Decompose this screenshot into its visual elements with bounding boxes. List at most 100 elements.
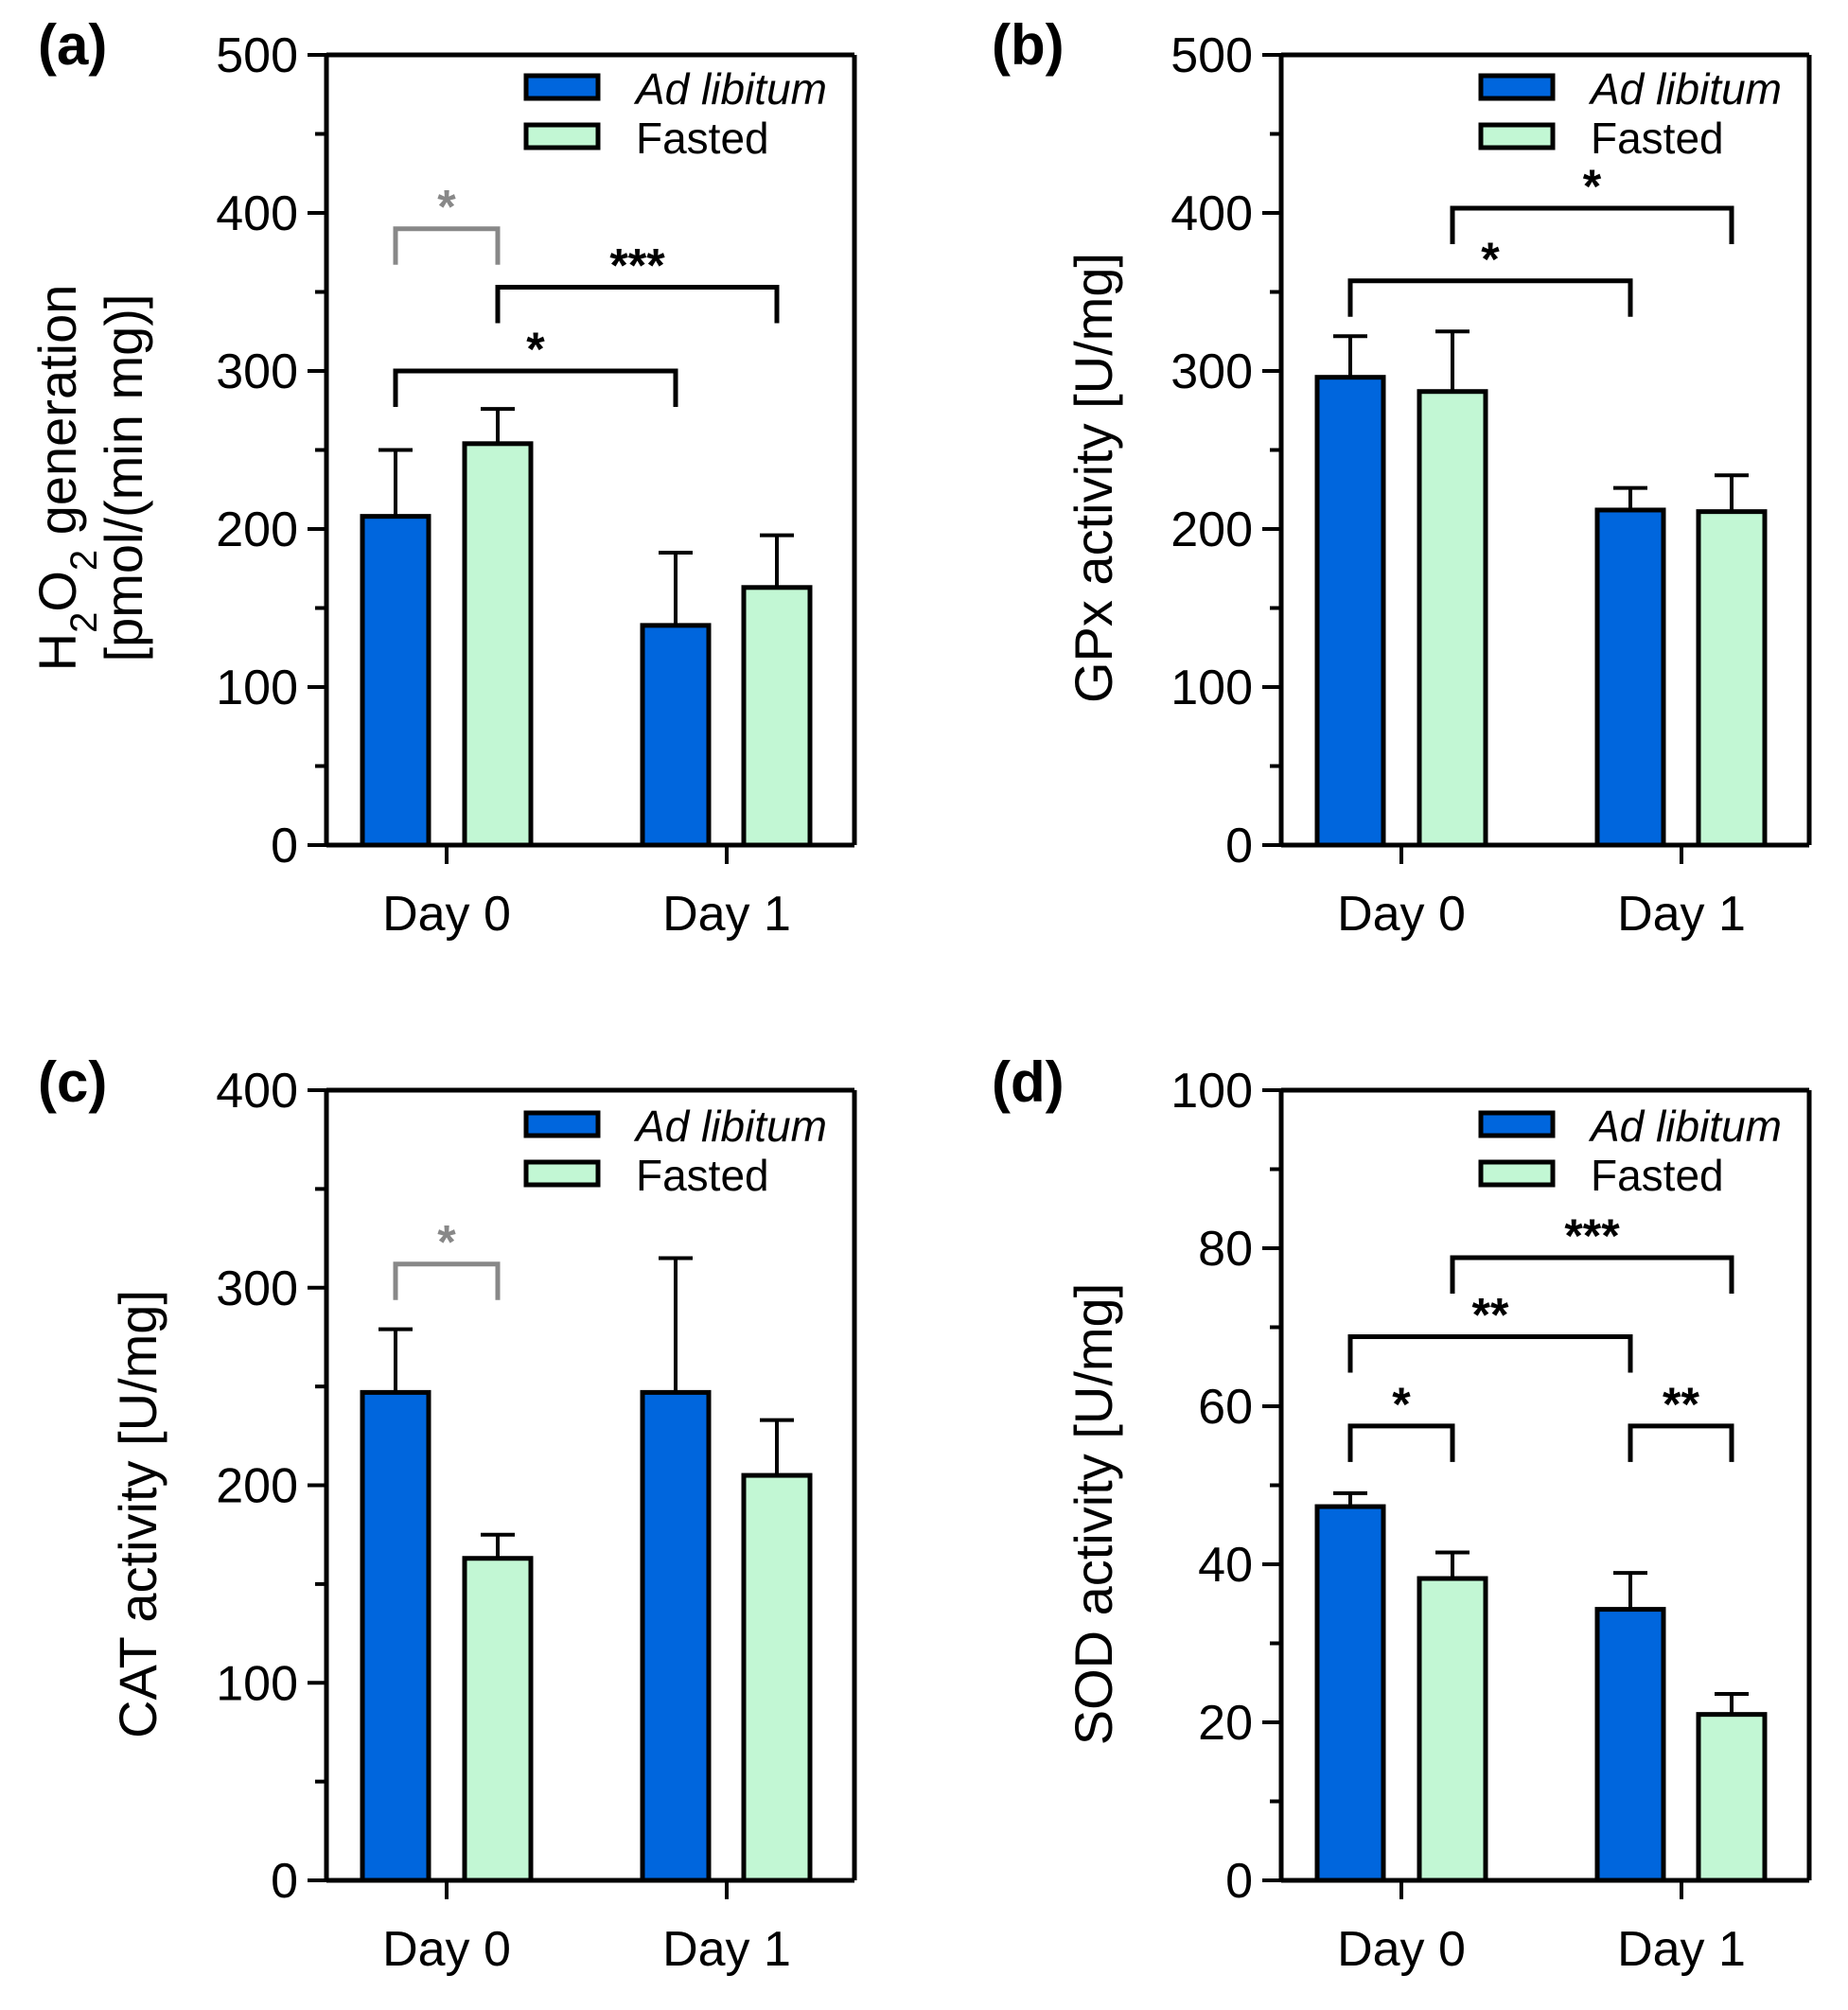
y-axis-title: GPx activity [U/mg] bbox=[1064, 253, 1123, 703]
legend-swatch-ad-libitum bbox=[1478, 1110, 1556, 1138]
x-tick-label: Day 1 bbox=[662, 887, 791, 942]
bar-fasted-0 bbox=[462, 1556, 534, 1883]
y-tick-label: 0 bbox=[1225, 1854, 1253, 1909]
significance-label: * bbox=[1583, 160, 1602, 213]
significance-label: * bbox=[526, 323, 545, 376]
bar-ad-libitum-0 bbox=[360, 1389, 431, 1883]
y-axis-title-line2: [pmol/(min mg)] bbox=[94, 294, 153, 662]
y-tick-label: 100 bbox=[216, 1656, 298, 1711]
y-title-o: O bbox=[27, 571, 87, 612]
significance-bracket bbox=[393, 368, 678, 407]
x-tick-label: Day 0 bbox=[1337, 887, 1466, 942]
y-title-rest: generation bbox=[27, 285, 87, 550]
y-tick-label: 0 bbox=[1225, 819, 1253, 873]
bar-fasted-1 bbox=[1696, 1712, 1768, 1883]
bar-ad-libitum-1 bbox=[1594, 507, 1666, 848]
y-title-sub1: 2 bbox=[63, 612, 105, 633]
significance-label: *** bbox=[1564, 1209, 1620, 1262]
panel-label: (a) bbox=[38, 13, 107, 77]
significance-label: *** bbox=[609, 238, 665, 291]
significance-bracket bbox=[393, 1261, 501, 1300]
bar-fasted-1 bbox=[1696, 509, 1768, 848]
y-tick-label: 400 bbox=[1170, 186, 1253, 241]
y-tick-label: 20 bbox=[1198, 1696, 1253, 1751]
legend-swatch-ad-libitum bbox=[1478, 73, 1556, 101]
bar-fasted-0 bbox=[1417, 389, 1488, 848]
bar-ad-libitum-1 bbox=[640, 623, 712, 848]
legend-label-fasted: Fasted bbox=[636, 114, 769, 163]
y-tick-label: 200 bbox=[216, 502, 298, 557]
y-axis-title: CAT activity [U/mg] bbox=[108, 1290, 167, 1738]
y-tick-label: 80 bbox=[1198, 1222, 1253, 1277]
y-title-sub2: 2 bbox=[63, 550, 105, 571]
legend-label-ad-libitum: Ad libitum bbox=[633, 64, 827, 114]
legend-label-fasted: Fasted bbox=[1591, 1151, 1724, 1200]
significance-bracket bbox=[1347, 278, 1633, 317]
y-tick-label: 500 bbox=[216, 28, 298, 83]
y-axis-title-line1: H2O2 generation bbox=[27, 285, 105, 672]
bar-ad-libitum-0 bbox=[360, 514, 431, 848]
significance-bracket bbox=[495, 284, 780, 324]
bar-ad-libitum-0 bbox=[1314, 1504, 1386, 1883]
significance-label: * bbox=[437, 1216, 456, 1269]
y-tick-label: 300 bbox=[216, 1261, 298, 1316]
legend-swatch-fasted bbox=[523, 1159, 601, 1188]
bar-fasted-0 bbox=[462, 441, 534, 848]
significance-label: ** bbox=[1472, 1289, 1509, 1342]
legend-label-fasted: Fasted bbox=[1591, 114, 1724, 163]
significance-label: * bbox=[1392, 1378, 1411, 1431]
legend-swatch-fasted bbox=[523, 122, 601, 150]
panel-d: (d) SOD activity [U/mg] Ad libitum Faste… bbox=[992, 1050, 1812, 1977]
legend: Ad libitum Fasted bbox=[1478, 1102, 1782, 1200]
significance-bracket bbox=[1347, 1334, 1633, 1373]
legend: Ad libitum Fasted bbox=[523, 1102, 827, 1200]
y-tick-label: 100 bbox=[216, 661, 298, 715]
legend-label-ad-libitum: Ad libitum bbox=[1588, 1102, 1782, 1151]
significance-bracket bbox=[1450, 1255, 1734, 1295]
x-tick-label: Day 0 bbox=[382, 1922, 511, 1977]
significance-bracket bbox=[393, 226, 501, 265]
panel-label: (c) bbox=[38, 1050, 107, 1114]
x-tick-label: Day 0 bbox=[1337, 1922, 1466, 1977]
y-tick-label: 400 bbox=[216, 1064, 298, 1119]
x-tick-label: Day 0 bbox=[382, 887, 511, 942]
y-tick-label: 300 bbox=[1170, 344, 1253, 399]
y-tick-label: 300 bbox=[216, 344, 298, 399]
legend-swatch-fasted bbox=[1478, 122, 1556, 150]
panel-c: (c) CAT activity [U/mg] Ad libitum Faste… bbox=[38, 1050, 857, 1977]
y-tick-label: 0 bbox=[271, 1854, 298, 1909]
x-tick-label: Day 1 bbox=[1617, 887, 1746, 942]
y-tick-label: 500 bbox=[1170, 28, 1253, 83]
y-tick-label: 200 bbox=[1170, 502, 1253, 557]
x-tick-label: Day 1 bbox=[662, 1922, 791, 1977]
legend-label-ad-libitum: Ad libitum bbox=[633, 1102, 827, 1151]
y-tick-label: 200 bbox=[216, 1459, 298, 1514]
significance-bracket bbox=[1347, 1423, 1455, 1462]
y-tick-label: 100 bbox=[1170, 661, 1253, 715]
panel-label: (d) bbox=[992, 1050, 1065, 1114]
panel-a: (a) H2O2 generation [pmol/(min mg)] Ad l… bbox=[27, 13, 857, 942]
x-tick-label: Day 1 bbox=[1617, 1922, 1746, 1977]
legend-swatch-ad-libitum bbox=[523, 73, 601, 101]
significance-bracket bbox=[1628, 1423, 1734, 1462]
bar-fasted-1 bbox=[741, 1472, 813, 1883]
bar-fasted-0 bbox=[1417, 1576, 1488, 1883]
bar-ad-libitum-0 bbox=[1314, 375, 1386, 848]
legend-label-ad-libitum: Ad libitum bbox=[1588, 64, 1782, 114]
legend: Ad libitum Fasted bbox=[1478, 64, 1782, 163]
bar-ad-libitum-1 bbox=[1594, 1607, 1666, 1883]
significance-label: * bbox=[1481, 233, 1500, 286]
panel-b: (b) GPx activity [U/mg] Ad libitum Faste… bbox=[992, 13, 1812, 942]
legend-swatch-fasted bbox=[1478, 1159, 1556, 1188]
legend-label-fasted: Fasted bbox=[636, 1151, 769, 1200]
bar-fasted-1 bbox=[741, 585, 813, 848]
y-axis-title: SOD activity [U/mg] bbox=[1064, 1283, 1123, 1746]
y-tick-label: 400 bbox=[216, 186, 298, 241]
panel-label: (b) bbox=[992, 13, 1065, 77]
significance-bracket bbox=[1450, 205, 1734, 244]
y-tick-label: 40 bbox=[1198, 1538, 1253, 1593]
y-title-h: H bbox=[27, 633, 87, 671]
y-tick-label: 60 bbox=[1198, 1380, 1253, 1435]
legend-swatch-ad-libitum bbox=[523, 1110, 601, 1138]
